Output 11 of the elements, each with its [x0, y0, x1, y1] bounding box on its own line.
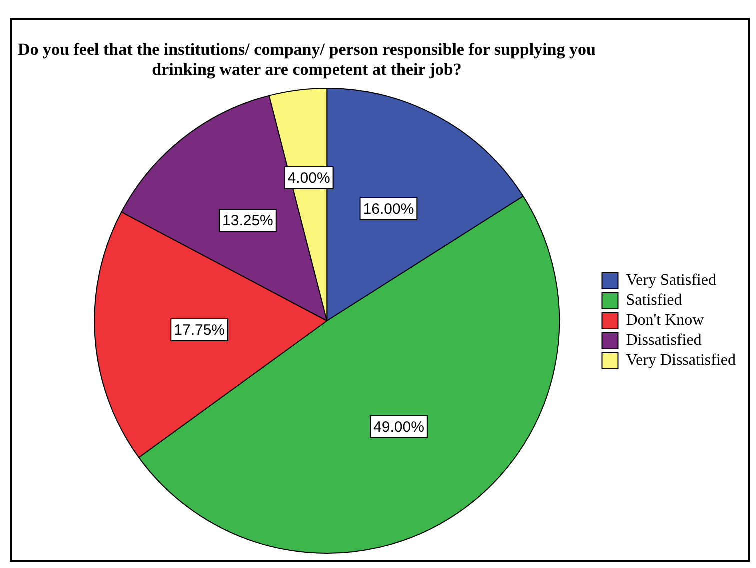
legend-label: Very Satisfied [626, 272, 716, 290]
legend-label: Dissatisfied [626, 332, 702, 350]
data-label: 49.00% [374, 418, 424, 436]
legend-label: Don't Know [626, 312, 705, 330]
legend-label: Very Dissatisfied [626, 352, 736, 370]
chart-title: Do you feel that the institutions/ company/ person responsible for supplying you drinking water are competent at their job? [17, 40, 597, 80]
data-label: 16.00% [363, 201, 414, 218]
legend-label: Satisfied [626, 292, 682, 310]
data-label: 4.00% [288, 170, 330, 188]
data-label: 17.75% [174, 322, 226, 340]
data-label: 13.25% [222, 212, 274, 230]
